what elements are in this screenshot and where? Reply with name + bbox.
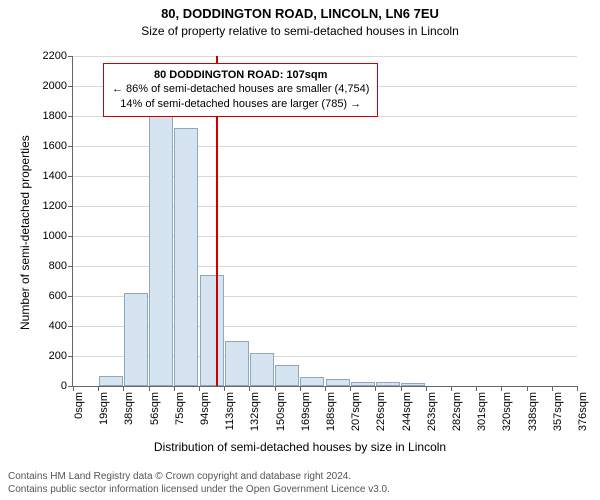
y-tick <box>68 266 73 267</box>
y-tick <box>68 86 73 87</box>
y-tick-label: 200 <box>49 350 67 362</box>
footer-line2: Contains public sector information licen… <box>8 483 592 496</box>
y-tick-label: 2000 <box>43 80 67 92</box>
y-tick <box>68 56 73 57</box>
x-tick <box>98 386 99 391</box>
y-tick <box>68 296 73 297</box>
x-tick <box>224 386 225 391</box>
y-tick <box>68 176 73 177</box>
chart-container: 80, DODDINGTON ROAD, LINCOLN, LN6 7EU Si… <box>0 0 600 500</box>
x-tick-label: 263sqm <box>426 392 438 431</box>
x-tick-label: 376sqm <box>577 392 589 431</box>
annotation-line1: 80 DODDINGTON ROAD: 107sqm <box>112 68 369 83</box>
x-tick-label: 56sqm <box>149 392 161 425</box>
y-tick <box>68 206 73 207</box>
y-tick <box>68 356 73 357</box>
x-tick-label: 207sqm <box>350 392 362 431</box>
x-tick-label: 132sqm <box>249 392 261 431</box>
x-tick-label: 188sqm <box>325 392 337 431</box>
chart-title: 80, DODDINGTON ROAD, LINCOLN, LN6 7EU <box>0 6 600 21</box>
annotation-line2: ← 86% of semi-detached houses are smalle… <box>112 82 369 97</box>
x-tick-label: 0sqm <box>73 392 85 419</box>
histogram-bar <box>99 376 123 387</box>
y-tick-label: 1600 <box>43 140 67 152</box>
footer-line1: Contains HM Land Registry data © Crown c… <box>8 470 592 483</box>
x-tick <box>476 386 477 391</box>
y-tick-label: 1400 <box>43 170 67 182</box>
x-tick <box>149 386 150 391</box>
x-tick-label: 282sqm <box>451 392 463 431</box>
histogram-bar <box>326 379 350 387</box>
x-tick-label: 94sqm <box>199 392 211 425</box>
y-tick-label: 0 <box>61 380 67 392</box>
x-tick <box>577 386 578 391</box>
x-tick <box>249 386 250 391</box>
histogram-bar <box>376 382 400 387</box>
x-tick-label: 244sqm <box>401 392 413 431</box>
y-tick <box>68 326 73 327</box>
x-tick-label: 226sqm <box>375 392 387 431</box>
x-tick <box>174 386 175 391</box>
x-tick <box>426 386 427 391</box>
x-tick <box>325 386 326 391</box>
x-tick <box>501 386 502 391</box>
x-tick <box>401 386 402 391</box>
x-tick <box>300 386 301 391</box>
chart-subtitle: Size of property relative to semi-detach… <box>0 24 600 38</box>
histogram-bar <box>225 341 249 386</box>
x-tick-label: 19sqm <box>98 392 110 425</box>
gridline-h <box>73 56 577 57</box>
footer-attribution: Contains HM Land Registry data © Crown c… <box>0 470 600 496</box>
x-tick-label: 75sqm <box>174 392 186 425</box>
x-tick-label: 320sqm <box>501 392 513 431</box>
histogram-bar <box>401 383 425 386</box>
x-tick <box>199 386 200 391</box>
histogram-bar <box>250 353 274 386</box>
y-tick-label: 1000 <box>43 230 67 242</box>
annotation-box: 80 DODDINGTON ROAD: 107sqm← 86% of semi-… <box>103 63 378 118</box>
y-tick <box>68 146 73 147</box>
x-tick <box>73 386 74 391</box>
histogram-bar <box>275 365 299 386</box>
x-tick <box>350 386 351 391</box>
y-tick-label: 1800 <box>43 110 67 122</box>
histogram-bar <box>200 275 224 386</box>
x-tick-label: 357sqm <box>552 392 564 431</box>
x-tick-label: 338sqm <box>527 392 539 431</box>
y-tick-label: 800 <box>49 260 67 272</box>
histogram-bar <box>300 377 324 386</box>
x-tick <box>552 386 553 391</box>
y-tick-label: 600 <box>49 290 67 302</box>
x-tick-label: 38sqm <box>123 392 135 425</box>
x-tick <box>275 386 276 391</box>
y-axis-label: Number of semi-detached properties <box>18 135 32 330</box>
y-tick <box>68 236 73 237</box>
annotation-line3: 14% of semi-detached houses are larger (… <box>112 97 369 112</box>
histogram-bar <box>351 382 375 387</box>
y-tick <box>68 116 73 117</box>
x-tick-label: 301sqm <box>476 392 488 431</box>
plot-area: 0200400600800100012001400160018002000220… <box>72 56 577 387</box>
y-tick-label: 1200 <box>43 200 67 212</box>
x-tick <box>451 386 452 391</box>
x-tick-label: 113sqm <box>224 392 236 430</box>
x-tick <box>375 386 376 391</box>
x-tick <box>123 386 124 391</box>
histogram-bar <box>149 113 173 386</box>
histogram-bar <box>124 293 148 386</box>
y-tick-label: 400 <box>49 320 67 332</box>
x-axis-label: Distribution of semi-detached houses by … <box>0 440 600 454</box>
histogram-bar <box>174 128 198 386</box>
x-tick-label: 150sqm <box>275 392 287 431</box>
y-tick-label: 2200 <box>43 50 67 62</box>
x-tick-label: 169sqm <box>300 392 312 431</box>
x-tick <box>527 386 528 391</box>
